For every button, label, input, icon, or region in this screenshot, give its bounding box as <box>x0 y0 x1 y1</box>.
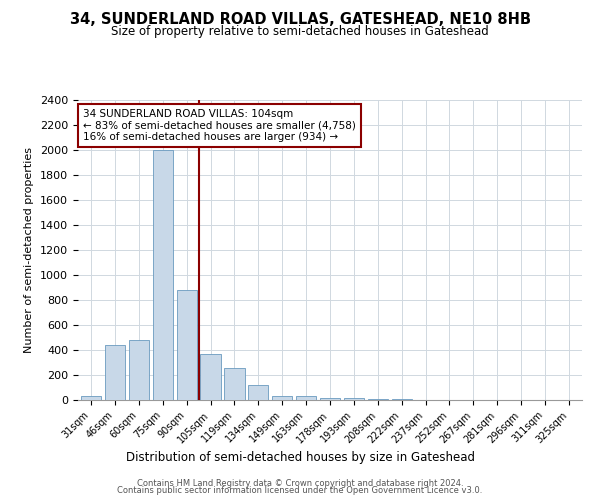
Bar <box>129 340 149 400</box>
Bar <box>81 396 101 400</box>
Text: 34, SUNDERLAND ROAD VILLAS, GATESHEAD, NE10 8HB: 34, SUNDERLAND ROAD VILLAS, GATESHEAD, N… <box>70 12 530 28</box>
Bar <box>344 398 364 400</box>
Bar <box>320 398 340 400</box>
Bar <box>368 399 388 400</box>
Bar <box>152 150 173 400</box>
Text: Contains public sector information licensed under the Open Government Licence v3: Contains public sector information licen… <box>118 486 482 495</box>
Bar <box>248 385 268 400</box>
Bar <box>176 290 197 400</box>
Bar <box>296 396 316 400</box>
Bar <box>200 354 221 400</box>
Text: Distribution of semi-detached houses by size in Gateshead: Distribution of semi-detached houses by … <box>125 451 475 464</box>
Text: 34 SUNDERLAND ROAD VILLAS: 104sqm
← 83% of semi-detached houses are smaller (4,7: 34 SUNDERLAND ROAD VILLAS: 104sqm ← 83% … <box>83 109 356 142</box>
Bar <box>105 345 125 400</box>
Text: Size of property relative to semi-detached houses in Gateshead: Size of property relative to semi-detach… <box>111 25 489 38</box>
Bar <box>224 368 245 400</box>
Y-axis label: Number of semi-detached properties: Number of semi-detached properties <box>25 147 34 353</box>
Bar <box>272 396 292 400</box>
Text: Contains HM Land Registry data © Crown copyright and database right 2024.: Contains HM Land Registry data © Crown c… <box>137 478 463 488</box>
